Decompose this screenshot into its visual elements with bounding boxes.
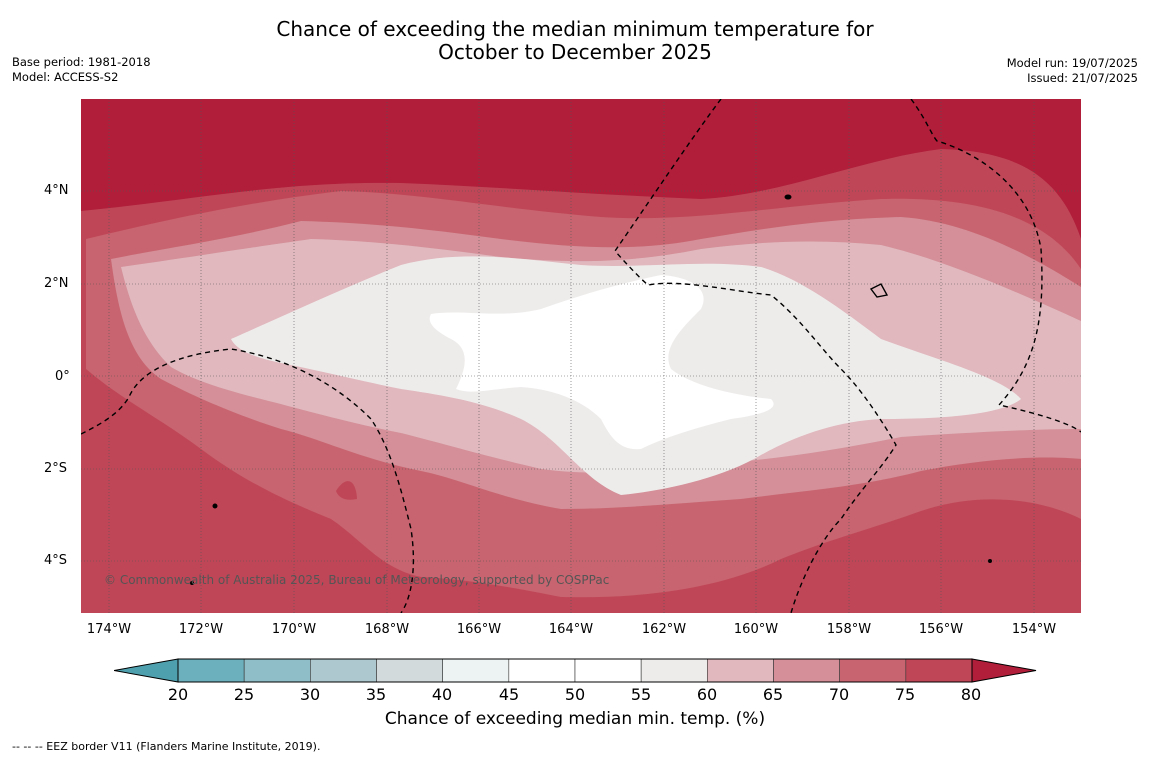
legend-tick-40: 40	[431, 685, 453, 704]
eez-border-note: -- -- -- EEZ border V11 (Flanders Marine…	[12, 740, 321, 753]
title-line-2: October to December 2025	[438, 40, 712, 64]
lon-label-166w: 166°W	[456, 622, 502, 637]
colorbar	[114, 658, 1037, 683]
lat-label-4n: 4°N	[44, 183, 69, 198]
colorbar-label: Chance of exceeding median min. temp. (%…	[384, 709, 766, 729]
eez-borders	[81, 99, 1081, 613]
legend-tick-45: 45	[498, 685, 520, 704]
model-name: Model: ACCESS-S2	[12, 70, 119, 84]
colorbar-cell-65-70	[773, 658, 840, 683]
legend-tick-65: 65	[762, 685, 784, 704]
colorbar-cell-75-80	[905, 658, 973, 683]
lat-label-2n: 2°N	[44, 276, 69, 291]
legend-tick-50: 50	[564, 685, 586, 704]
patch-75-mid	[336, 481, 357, 500]
colorbar-cell-35-40	[376, 658, 443, 683]
legend-tick-60: 60	[696, 685, 718, 704]
lat-label-2s: 2°S	[44, 461, 68, 476]
meta-left: Base period: 1981-2018 Model: ACCESS-S2	[12, 55, 151, 85]
title-line-1: Chance of exceeding the median minimum t…	[276, 17, 874, 41]
colorbar-cell-45-50	[508, 658, 576, 683]
colorbar-cell-40-45	[442, 658, 510, 683]
colorbar-cell-20-25	[177, 658, 245, 683]
lon-label-154w: 154°W	[1011, 622, 1057, 637]
lon-label-158w: 158°W	[826, 622, 872, 637]
model-run: Model run: 19/07/2025	[1006, 56, 1138, 70]
probability-map[interactable]	[81, 99, 1081, 613]
legend-tick-30: 30	[299, 685, 321, 704]
lon-label-168w: 168°W	[364, 622, 410, 637]
legend-tick-80: 80	[960, 685, 982, 704]
map-canvas	[81, 99, 1081, 613]
legend-tick-70: 70	[828, 685, 850, 704]
lon-label-164w: 164°W	[548, 622, 594, 637]
lat-label-0: 0°	[55, 369, 70, 384]
legend-tick-35: 35	[365, 685, 387, 704]
copyright-notice: © Commonwealth of Australia 2025, Bureau…	[104, 573, 610, 587]
colorbar-cell-30-35	[310, 658, 377, 683]
colorbar-extend-low	[114, 658, 179, 683]
legend-tick-75: 75	[894, 685, 916, 704]
lon-label-156w: 156°W	[918, 622, 964, 637]
band-50	[429, 275, 774, 450]
lat-label-4s: 4°S	[44, 553, 68, 568]
base-period: Base period: 1981-2018	[12, 55, 151, 69]
lon-label-170w: 170°W	[271, 622, 317, 637]
legend-tick-55: 55	[630, 685, 652, 704]
lon-label-172w: 172°W	[178, 622, 224, 637]
legend-tick-25: 25	[233, 685, 255, 704]
map-title: Chance of exceeding the median minimum t…	[0, 18, 1150, 64]
colorbar-extend-high	[971, 658, 1037, 683]
issued-date: Issued: 21/07/2025	[1027, 71, 1138, 85]
islands	[190, 194, 992, 585]
lon-label-174w: 174°W	[86, 622, 132, 637]
colorbar-cell-50-55	[574, 658, 642, 683]
colorbar-cell-55-60	[640, 658, 708, 683]
lon-label-160w: 160°W	[733, 622, 779, 637]
colorbar-cell-25-30	[243, 658, 311, 683]
meta-right: Model run: 19/07/2025 Issued: 21/07/2025	[1007, 56, 1138, 86]
colorbar-cell-70-75	[839, 658, 907, 683]
patch-75-west	[111, 484, 133, 497]
legend-tick-20: 20	[167, 685, 189, 704]
lon-label-162w: 162°W	[641, 622, 687, 637]
colorbar-cell-60-65	[707, 658, 774, 683]
